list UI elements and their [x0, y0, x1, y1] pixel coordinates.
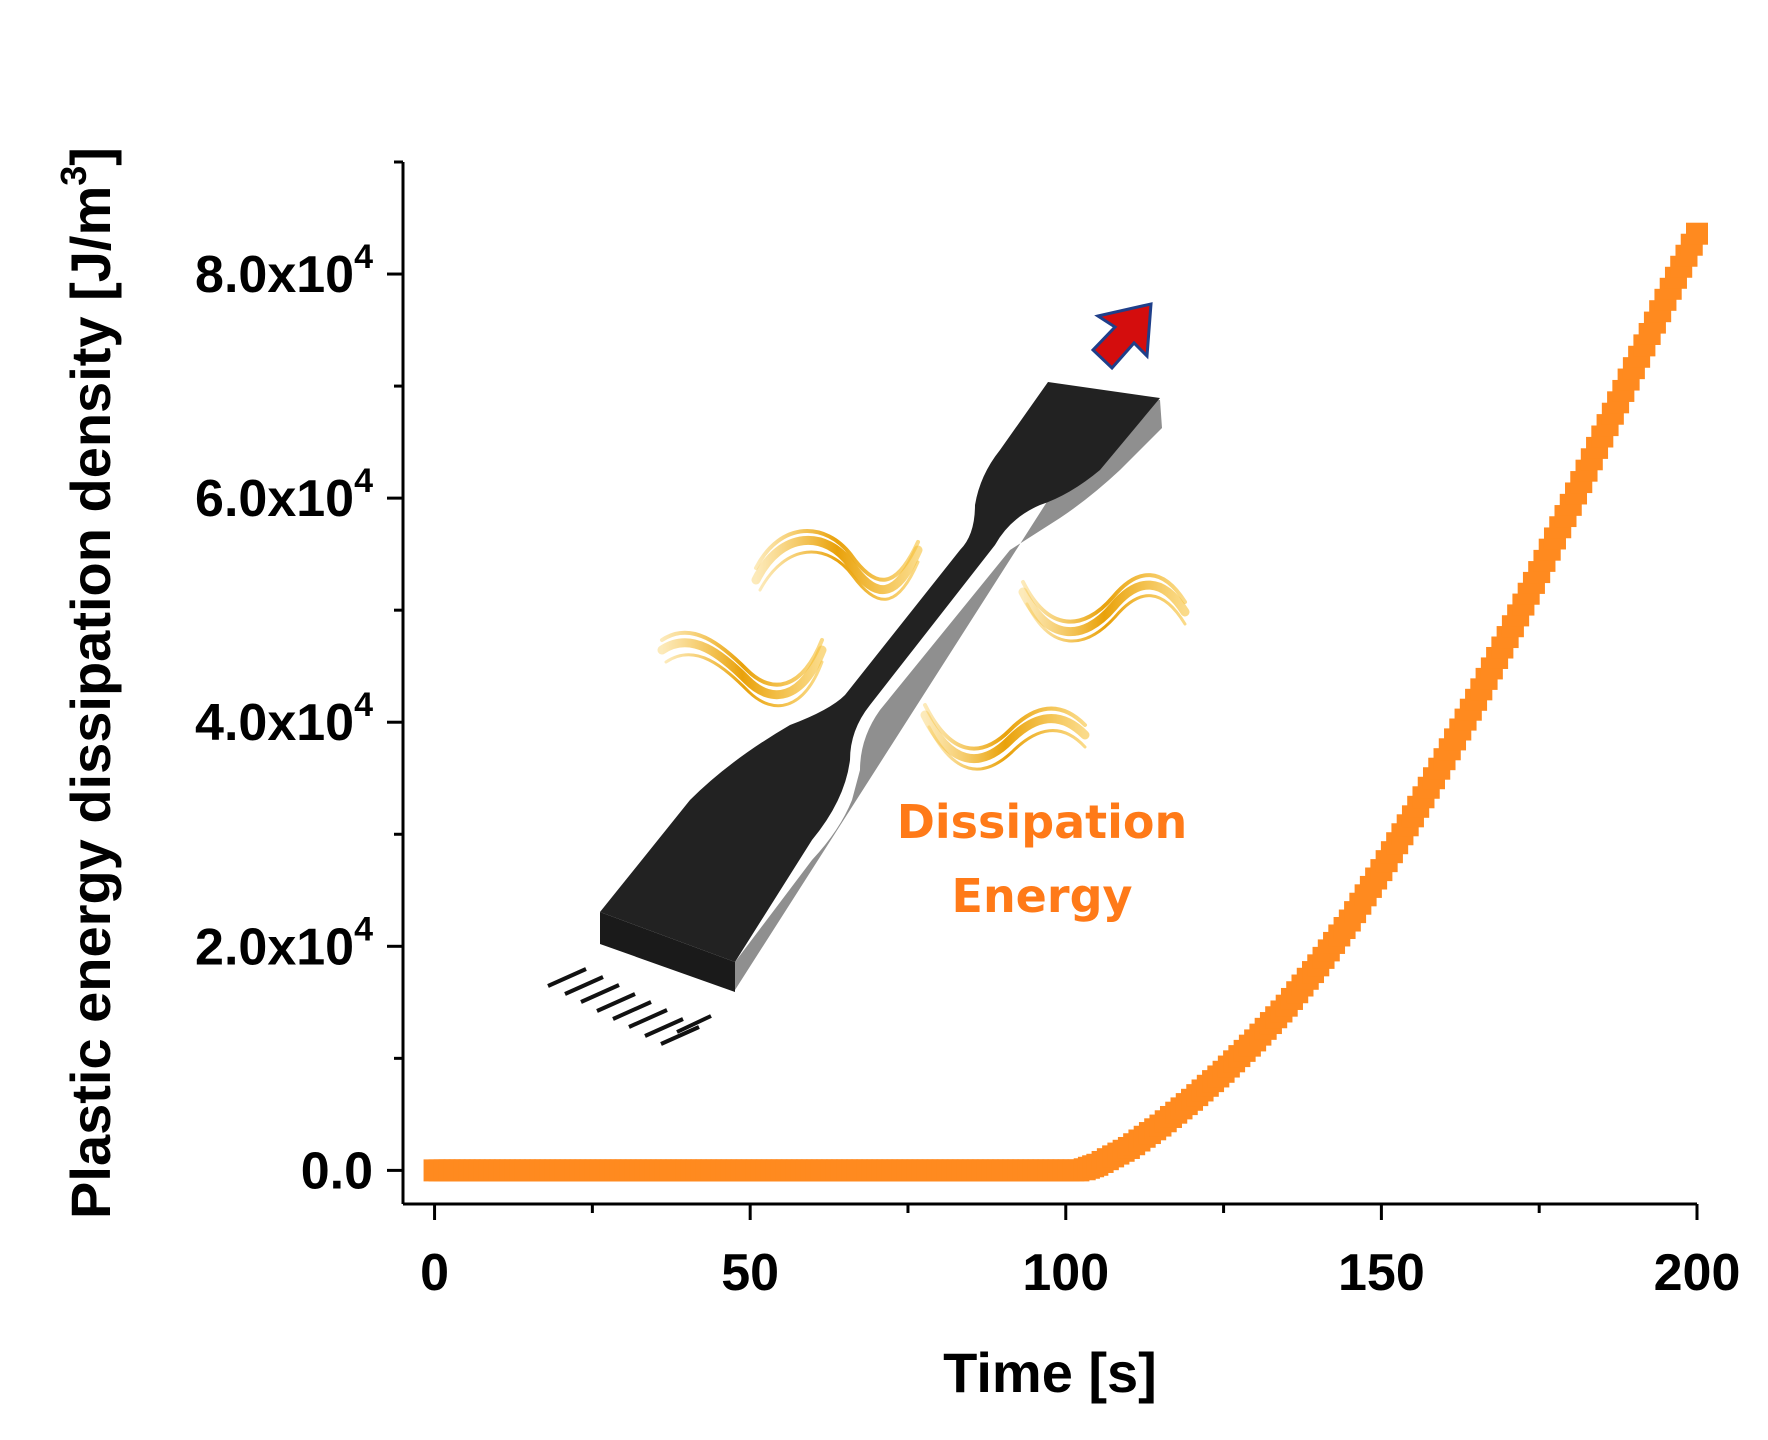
specimen-side — [735, 392, 1162, 990]
tick-labels: 0 50 100 150 2000.02.0x1044.0x1046.0x1048.0x… — [195, 238, 1740, 1302]
y-tick-label-exponent: 4 — [354, 910, 373, 948]
x-tick-label: 0 — [420, 1244, 449, 1302]
y-tick-label-main: 2.0x10 — [195, 918, 354, 976]
x-tick-label: 100 — [1022, 1244, 1109, 1302]
y-tick-label-main: 4.0x10 — [195, 694, 354, 752]
y-tick-label-main: 8.0x10 — [195, 246, 354, 304]
specimen-illustration — [547, 302, 1190, 1046]
y-tick-label-exponent: 4 — [354, 462, 373, 500]
x-axis-title: Time [s] — [943, 1341, 1157, 1404]
y-axis-title-close: ] — [59, 147, 122, 166]
series-markers — [423, 222, 1708, 1182]
y-tick-label: 6.0x104 — [195, 462, 373, 528]
x-tick-label: 50 — [721, 1244, 779, 1302]
y-axis-title: Plastic energy dissipation density [J/m3… — [53, 147, 122, 1219]
heat-waves — [657, 529, 1190, 771]
annotation-line-1: Dissipation — [897, 795, 1188, 849]
data-point — [1686, 222, 1708, 245]
y-tick-label-main: 6.0x10 — [195, 470, 354, 528]
heat-wave-2 — [1018, 573, 1190, 643]
y-tick-label: 0.0 — [301, 1142, 373, 1200]
y-tick-label: 2.0x104 — [195, 910, 373, 976]
y-axis-title-main: Plastic energy dissipation density [J/m — [59, 186, 122, 1219]
y-tick-label-exponent: 4 — [354, 238, 373, 276]
annotation-line-2: Energy — [952, 869, 1133, 923]
tick-marks — [387, 160, 1699, 1220]
y-axis-title-sup: 3 — [53, 166, 94, 186]
specimen-front — [600, 912, 735, 992]
specimen-top — [600, 382, 1160, 962]
y-tick-label-main: 0.0 — [301, 1142, 373, 1200]
y-tick-label: 8.0x104 — [195, 238, 373, 304]
heat-wave-3 — [657, 630, 827, 708]
heat-wave-4 — [920, 703, 1090, 771]
axes — [401, 162, 1697, 1206]
y-tick-label-exponent: 4 — [354, 686, 373, 724]
fixed-end-hatch — [547, 967, 712, 1046]
x-tick-label: 200 — [1654, 1244, 1741, 1302]
y-tick-label: 4.0x104 — [195, 686, 373, 752]
x-tick-label: 150 — [1338, 1244, 1425, 1302]
heat-wave-1 — [751, 529, 923, 601]
pull-arrow-icon — [1090, 302, 1153, 371]
